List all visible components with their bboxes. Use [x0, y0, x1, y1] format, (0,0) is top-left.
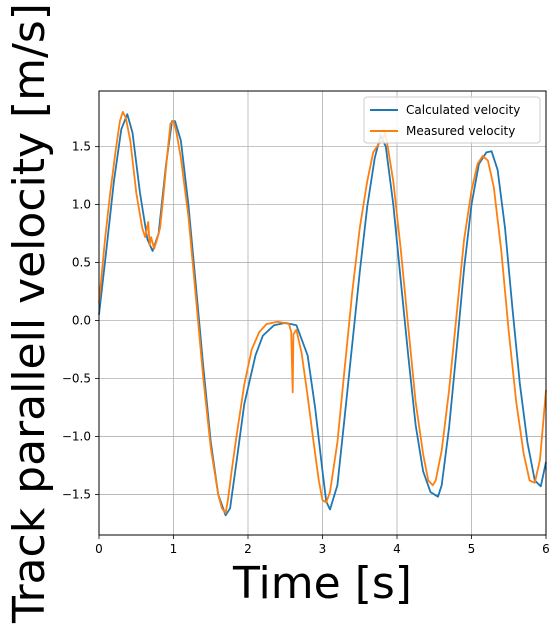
y-tick-label: 1.0 — [72, 198, 91, 212]
tick-layer: 0 1 2 3 4 5 6 −1.5 −1.0 −0.5 0.0 0.5 1.0 1.5 — [62, 140, 550, 556]
x-tick-label: 4 — [393, 542, 401, 556]
legend: Calculated velocity Measured velocity — [363, 96, 541, 144]
x-tick-label: 0 — [95, 542, 103, 556]
x-axis-title: Time [s] — [232, 558, 412, 609]
y-tick-label: 0.5 — [72, 256, 91, 270]
x-tick-label: 1 — [170, 542, 178, 556]
series-line-measured — [98, 111, 547, 514]
x-tick-label: 6 — [542, 542, 550, 556]
y-tick-label: −0.5 — [62, 371, 91, 385]
x-tick-label: 5 — [468, 542, 476, 556]
x-tick-label: 3 — [319, 542, 327, 556]
series-layer — [98, 111, 547, 517]
legend-label-measured: Measured velocity — [406, 124, 515, 138]
y-tick-label: 0.0 — [72, 314, 91, 328]
y-tick-label: −1.5 — [62, 487, 91, 501]
legend-label-calculated: Calculated velocity — [406, 103, 520, 117]
y-tick-label: −1.0 — [62, 429, 91, 443]
y-tick-label: 1.5 — [72, 140, 91, 154]
x-tick-label: 2 — [244, 542, 252, 556]
legend-box — [363, 96, 541, 144]
y-axis-title: Track parallell velocity [m/s] — [4, 3, 55, 624]
